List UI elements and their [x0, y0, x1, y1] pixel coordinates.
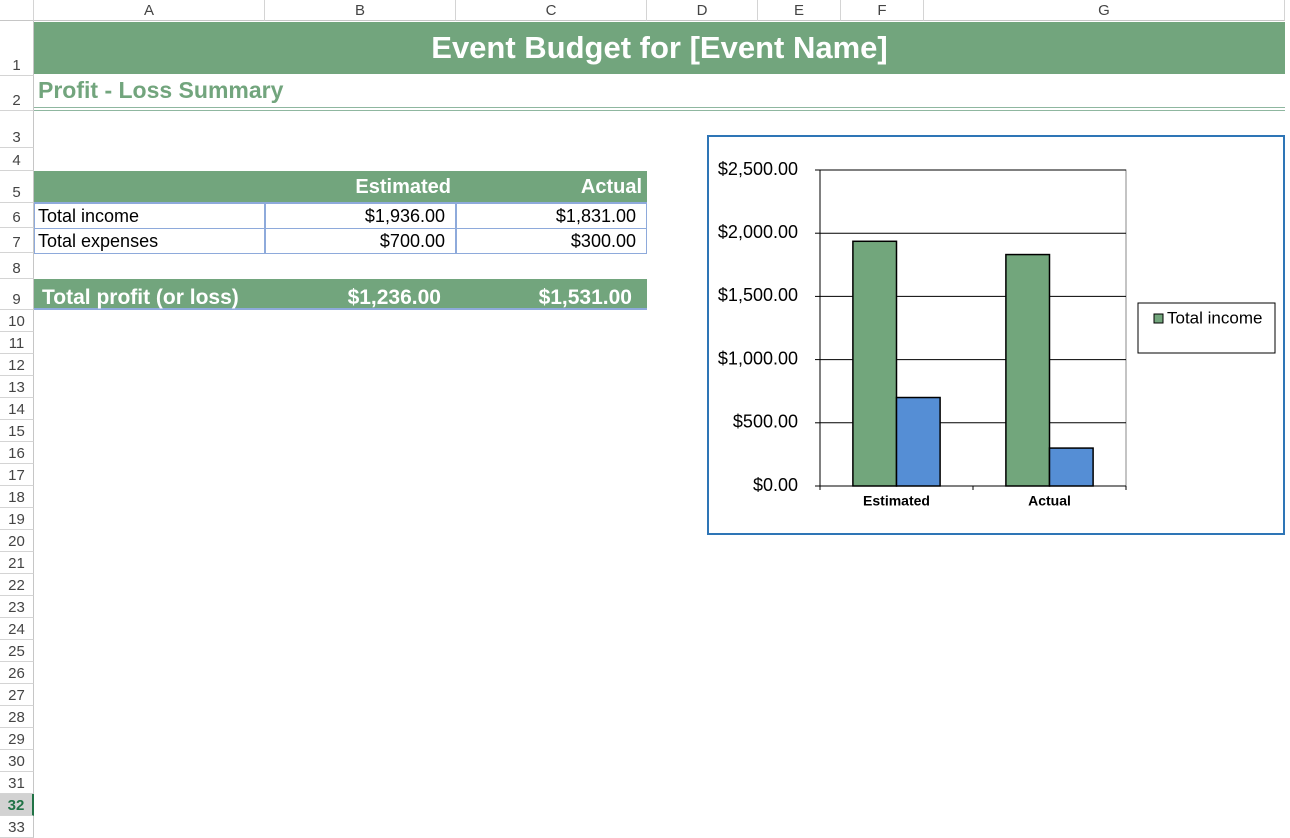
row-header: 32	[0, 794, 34, 816]
row-header: 10	[0, 310, 34, 332]
row-header: 13	[0, 376, 34, 398]
row-header: 22	[0, 574, 34, 596]
row-header: 23	[0, 596, 34, 618]
row-header: 29	[0, 728, 34, 750]
row-header: 14	[0, 398, 34, 420]
row-header: 5	[0, 171, 34, 203]
y-tick-label: $0.00	[753, 475, 798, 495]
y-tick-label: $2,500.00	[718, 159, 798, 179]
row-header: 26	[0, 662, 34, 684]
row-header: 21	[0, 552, 34, 574]
total-band	[34, 279, 647, 310]
legend-swatch	[1153, 313, 1164, 324]
x-tick-label: Estimated	[863, 493, 930, 509]
bar	[1005, 253, 1051, 487]
column-header: B	[265, 0, 456, 21]
corner	[0, 0, 34, 21]
column-header: D	[647, 0, 758, 21]
row-header: 24	[0, 618, 34, 640]
row-header: 3	[0, 111, 34, 148]
row-header: 19	[0, 508, 34, 530]
y-tick-label: $1,000.00	[718, 348, 798, 368]
row-header: 20	[0, 530, 34, 552]
row-header: 17	[0, 464, 34, 486]
column-header: E	[758, 0, 841, 21]
table-cell: $300.00	[456, 228, 647, 254]
row-header: 7	[0, 228, 34, 253]
row-header: 25	[0, 640, 34, 662]
legend-label: Total income	[1167, 308, 1262, 327]
table-header-band	[34, 171, 647, 203]
row-header: 9	[0, 279, 34, 310]
row-header: 31	[0, 772, 34, 794]
table-header: Estimated	[355, 176, 451, 198]
row-header: 30	[0, 750, 34, 772]
table-cell: $700.00	[265, 228, 456, 254]
column-header: A	[34, 0, 265, 21]
y-tick-label: $1,500.00	[718, 285, 798, 305]
column-header: F	[841, 0, 924, 21]
bar	[895, 396, 941, 487]
row-header: 27	[0, 684, 34, 706]
column-header: G	[924, 0, 1285, 21]
double-underline	[34, 107, 1285, 111]
table-cell: $1,936.00	[265, 203, 456, 229]
sheet-title: Event Budget for [Event Name]	[34, 22, 1285, 74]
column-header: C	[456, 0, 647, 21]
total-cell: Total profit (or loss)	[42, 286, 239, 309]
sheet-subtitle: Profit - Loss Summary	[38, 77, 284, 103]
table-cell: Total expenses	[34, 228, 265, 254]
row-header: 12	[0, 354, 34, 376]
total-cell: $1,236.00	[347, 286, 441, 309]
x-tick-label: Actual	[1028, 493, 1071, 509]
row-header: 11	[0, 332, 34, 354]
row-header: 15	[0, 420, 34, 442]
table-cell: $1,831.00	[456, 203, 647, 229]
row-header: 28	[0, 706, 34, 728]
bar	[852, 240, 898, 487]
row-header: 2	[0, 76, 34, 111]
y-tick-label: $500.00	[733, 412, 798, 432]
row-header: 18	[0, 486, 34, 508]
y-tick-label: $2,000.00	[718, 222, 798, 242]
table-header: Actual	[580, 176, 642, 198]
table-cell: Total income	[34, 203, 265, 229]
row-header: 1	[0, 21, 34, 76]
total-cell: $1,531.00	[538, 286, 632, 309]
row-header: 16	[0, 442, 34, 464]
row-header: 8	[0, 253, 34, 279]
bar	[1048, 447, 1094, 487]
legend-box	[1137, 302, 1276, 354]
row-header: 4	[0, 148, 34, 171]
row-header: 6	[0, 203, 34, 228]
